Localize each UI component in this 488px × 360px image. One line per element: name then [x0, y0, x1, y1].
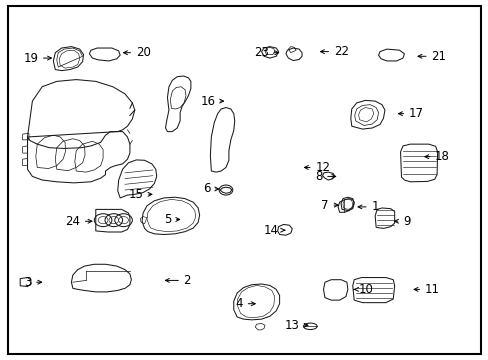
- Text: 15: 15: [128, 188, 143, 201]
- Text: 7: 7: [321, 199, 328, 212]
- Text: 10: 10: [358, 283, 373, 296]
- Text: 24: 24: [65, 215, 80, 228]
- Text: 19: 19: [23, 51, 38, 64]
- Text: 4: 4: [235, 297, 243, 310]
- Text: 23: 23: [253, 46, 268, 59]
- Text: 5: 5: [163, 213, 171, 226]
- Text: 6: 6: [203, 183, 210, 195]
- Text: 17: 17: [408, 107, 423, 120]
- Text: 21: 21: [430, 50, 446, 63]
- Text: 16: 16: [200, 95, 215, 108]
- Text: 13: 13: [284, 319, 299, 332]
- Text: 9: 9: [402, 215, 409, 228]
- Text: 1: 1: [370, 201, 378, 213]
- Text: 2: 2: [183, 274, 191, 287]
- Text: 20: 20: [136, 46, 150, 59]
- Text: 8: 8: [314, 170, 322, 183]
- Text: 11: 11: [424, 283, 439, 296]
- Text: 12: 12: [315, 161, 329, 174]
- Text: 3: 3: [24, 276, 31, 289]
- Text: 18: 18: [434, 150, 449, 163]
- Text: 14: 14: [264, 224, 279, 237]
- Text: 22: 22: [333, 45, 348, 58]
